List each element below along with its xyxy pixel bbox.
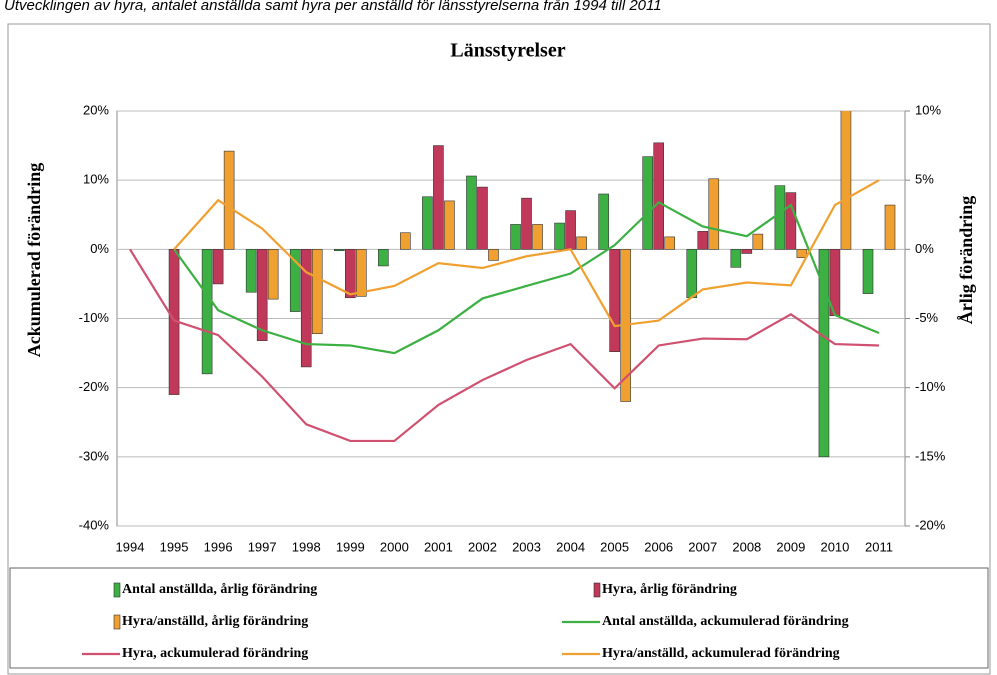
legend-label: Hyra, årlig förändring bbox=[602, 582, 737, 597]
bar bbox=[289, 249, 301, 312]
bar bbox=[267, 249, 279, 300]
x-tick-label: 1998 bbox=[292, 539, 321, 554]
bar bbox=[576, 236, 587, 250]
legend-label: Hyra/anställd, ackumulerad förändring bbox=[602, 646, 840, 661]
x-tick-label: 1997 bbox=[248, 539, 277, 554]
bar bbox=[444, 200, 455, 250]
bar bbox=[697, 231, 709, 250]
y-tick-label: -30% bbox=[79, 448, 110, 463]
chart-title: Länsstyrelser bbox=[450, 40, 565, 62]
bar bbox=[818, 249, 830, 458]
bar bbox=[422, 196, 433, 250]
bar bbox=[201, 249, 213, 375]
y-axis-label: Ackumulerad förändring bbox=[24, 163, 44, 358]
chart-subtitle: Utvecklingen av hyra, antalet anställda … bbox=[4, 0, 662, 14]
bar bbox=[796, 249, 808, 258]
y2-tick-label: -20% bbox=[915, 517, 946, 532]
legend-label: Hyra, ackumulerad förändring bbox=[122, 646, 308, 661]
y-tick-label: 10% bbox=[83, 172, 109, 187]
bar bbox=[532, 224, 543, 250]
y2-tick-label: -15% bbox=[915, 448, 946, 463]
y-tick-label: -20% bbox=[79, 379, 110, 394]
x-tick-label: 2009 bbox=[776, 539, 805, 554]
bar bbox=[774, 185, 786, 250]
x-tick-label: 2006 bbox=[644, 539, 673, 554]
bar bbox=[510, 224, 521, 250]
bar bbox=[862, 249, 874, 294]
x-tick-label: 1999 bbox=[336, 539, 365, 554]
legend-label: Hyra/anställd, årlig förändring bbox=[122, 614, 308, 629]
bar bbox=[708, 178, 720, 250]
x-tick-label: 2002 bbox=[468, 539, 497, 554]
x-tick-label: 2001 bbox=[424, 539, 453, 554]
bar bbox=[466, 175, 477, 250]
line bbox=[173, 200, 880, 355]
bar bbox=[344, 249, 356, 299]
legend-label: Antal anställda, ackumulerad förändring bbox=[602, 614, 849, 629]
x-tick-label: 2004 bbox=[556, 539, 585, 554]
bar bbox=[245, 249, 257, 293]
line bbox=[173, 179, 880, 328]
bar bbox=[664, 236, 676, 250]
y2-tick-label: -10% bbox=[915, 379, 946, 394]
y-tick-label: 0% bbox=[90, 241, 109, 256]
x-tick-label: 2003 bbox=[512, 539, 541, 554]
bar bbox=[223, 150, 235, 250]
x-tick-label: 2008 bbox=[732, 539, 761, 554]
y2-tick-label: -5% bbox=[915, 310, 939, 325]
bar bbox=[400, 232, 411, 250]
x-tick-label: 2011 bbox=[865, 539, 893, 554]
legend-swatch bbox=[593, 582, 601, 598]
bar bbox=[785, 192, 797, 250]
bar bbox=[212, 249, 224, 285]
bar bbox=[488, 249, 499, 261]
x-tick-label: 2000 bbox=[380, 539, 409, 554]
y-tick-label: 20% bbox=[83, 102, 109, 117]
x-tick-label: 1996 bbox=[204, 539, 233, 554]
bar bbox=[311, 249, 323, 335]
bar bbox=[730, 249, 742, 268]
bar bbox=[686, 249, 698, 299]
legend-swatch bbox=[113, 582, 121, 598]
legend bbox=[9, 567, 989, 669]
legend-label: Antal anställda, årlig förändring bbox=[122, 582, 317, 597]
x-tick-label: 2007 bbox=[688, 539, 717, 554]
bar bbox=[840, 111, 852, 250]
bar bbox=[378, 249, 389, 267]
x-tick-label: 2010 bbox=[820, 539, 849, 554]
bar bbox=[521, 197, 532, 250]
y2-tick-label: 10% bbox=[915, 102, 941, 117]
bar bbox=[256, 249, 268, 341]
y2-axis-label: Årlig förändring bbox=[956, 196, 976, 325]
line bbox=[129, 248, 880, 443]
plot-marks bbox=[129, 111, 896, 458]
bar bbox=[598, 193, 609, 250]
x-tick-label: 1995 bbox=[160, 539, 189, 554]
x-tick-label: 2005 bbox=[600, 539, 629, 554]
bar bbox=[477, 186, 488, 250]
y-tick-label: -40% bbox=[79, 517, 110, 532]
bar bbox=[609, 249, 620, 352]
bar bbox=[884, 204, 896, 250]
legend-swatch bbox=[113, 614, 121, 630]
bar bbox=[565, 210, 576, 250]
y2-tick-label: 5% bbox=[915, 172, 934, 187]
x-tick-label: 1994 bbox=[116, 539, 145, 554]
bar bbox=[752, 233, 764, 250]
bar bbox=[333, 249, 345, 252]
bar bbox=[433, 145, 444, 250]
bar bbox=[554, 222, 565, 250]
bar bbox=[741, 249, 753, 254]
bar bbox=[355, 249, 367, 297]
y-tick-label: -10% bbox=[79, 310, 110, 325]
y2-tick-label: 0% bbox=[915, 241, 934, 256]
bar bbox=[653, 142, 665, 250]
bar bbox=[300, 249, 312, 368]
bar bbox=[642, 156, 654, 250]
